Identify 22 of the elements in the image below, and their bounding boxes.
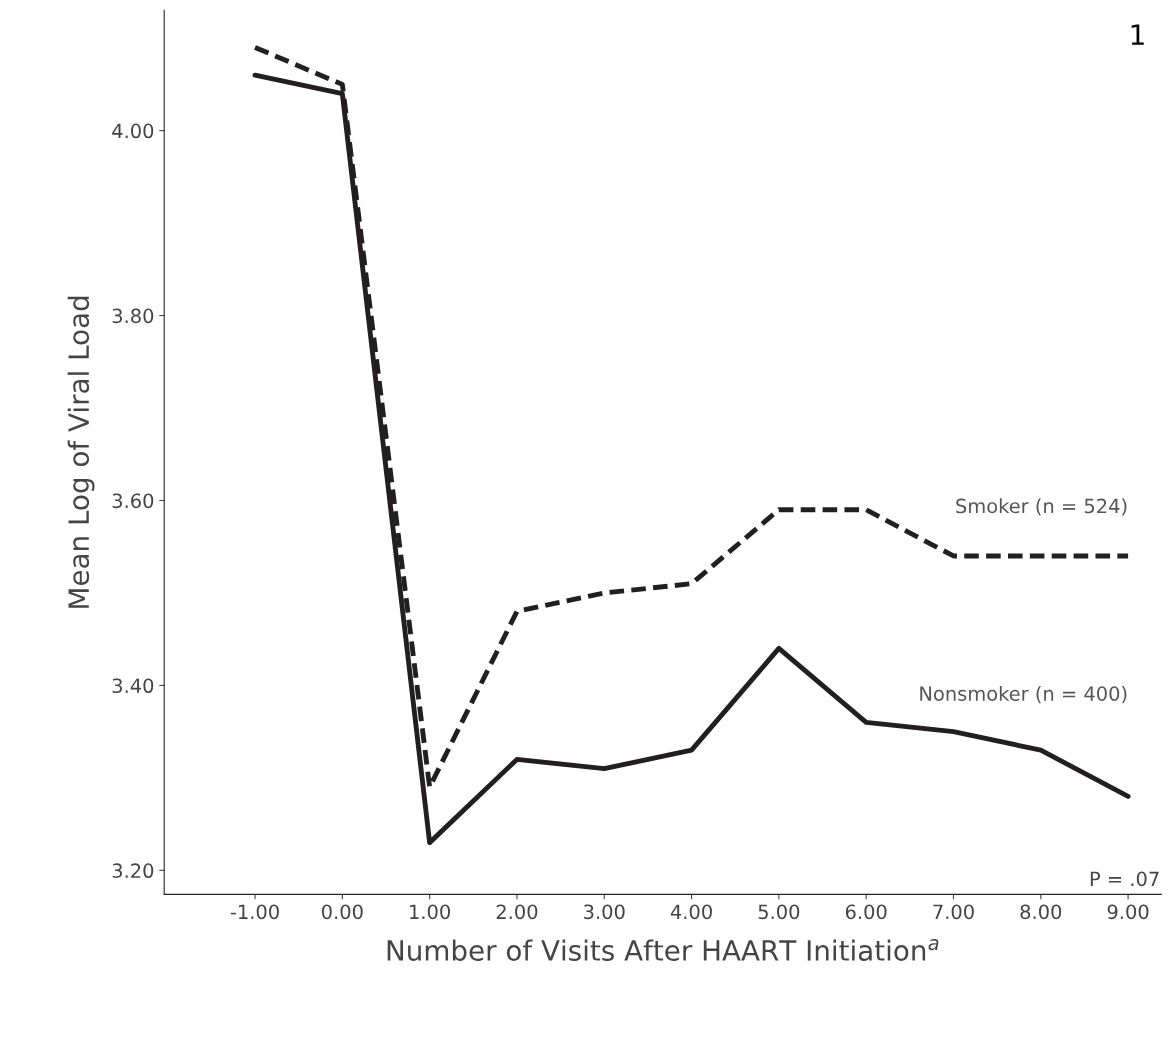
x-tick-label: 7.00 [933, 904, 974, 920]
x-tick-label: 4.00 [670, 904, 712, 920]
x-tick-label: 2.00 [496, 904, 538, 920]
y-tick-label: 3.20 [112, 863, 154, 879]
x-tick-label: 0.00 [321, 904, 363, 920]
series-label: Smoker (n = 524) [956, 498, 1127, 516]
series-label: Nonsmoker (n = 400) [920, 685, 1127, 704]
y-tick-label: 3.80 [112, 308, 154, 324]
y-tick-label: 3.60 [112, 493, 154, 509]
x-axis-title: Number of Visits After HAART Initiation$^{a}$ [387, 939, 939, 961]
x-tick-label: 9.00 [1107, 904, 1149, 920]
x-tick-label: 3.00 [584, 904, 625, 920]
x-tick-label: 8.00 [1020, 904, 1062, 920]
annotation: 1 [1131, 24, 1144, 45]
x-tick-label: 5.00 [758, 904, 800, 920]
annotation: P = .07 [1090, 871, 1159, 887]
x-tick-label: 6.00 [845, 904, 887, 920]
y-tick-label: 4.00 [112, 123, 154, 139]
y-axis-title: Mean Log of Viral Load [67, 296, 95, 608]
x-tick-label: -1.00 [230, 904, 279, 920]
x-tick-label: 1.00 [410, 904, 450, 920]
y-tick-label: 3.40 [112, 678, 154, 694]
